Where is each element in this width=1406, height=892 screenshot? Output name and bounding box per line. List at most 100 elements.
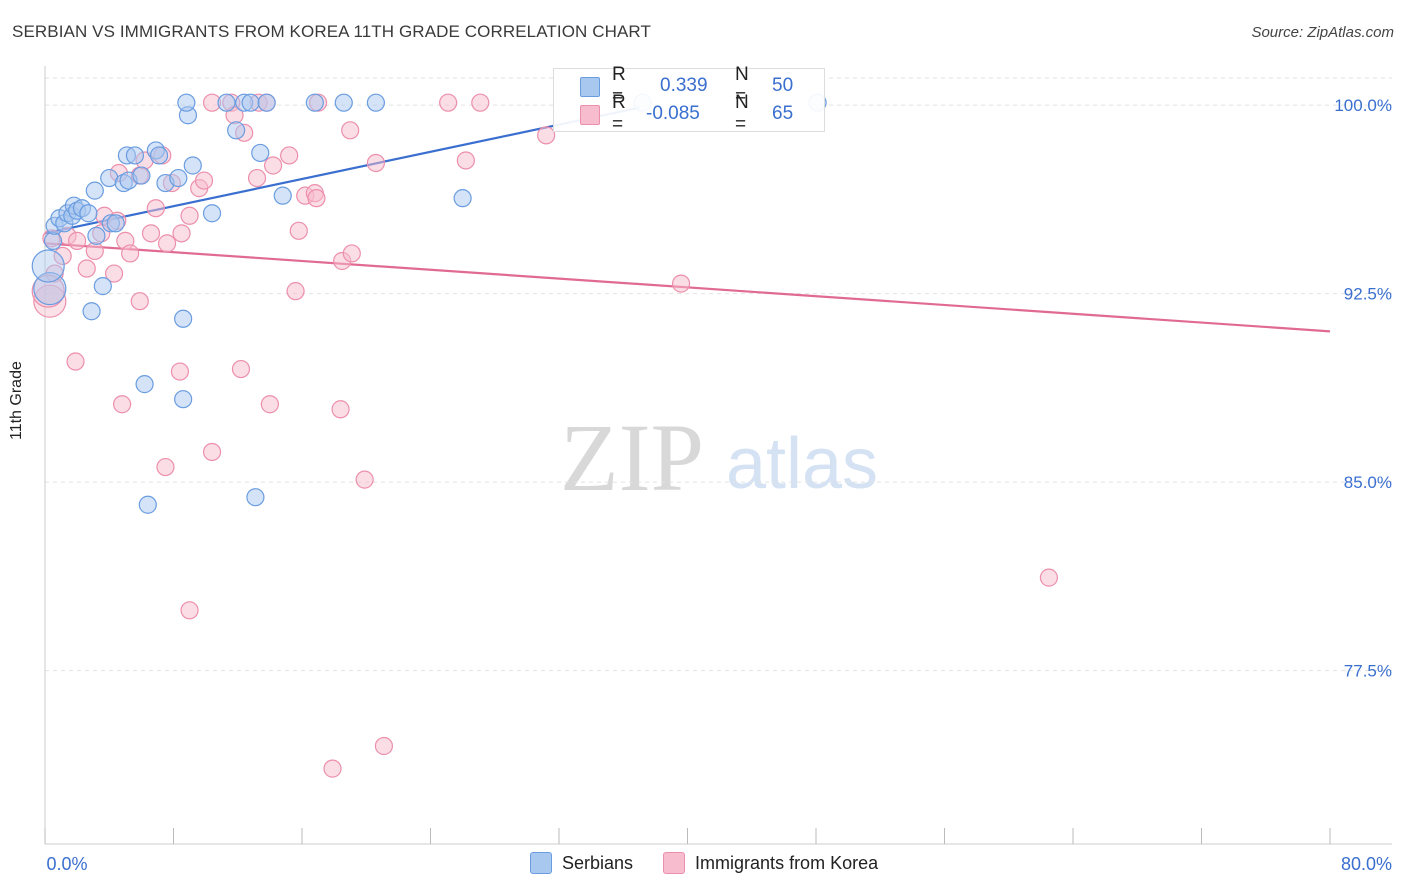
korea-point: [194, 171, 214, 190]
legend-swatch-blue: [580, 77, 600, 97]
korea-point: [170, 362, 190, 381]
korea-point: [202, 442, 222, 462]
legend-n-value: 65: [772, 103, 794, 124]
serbian-point: [85, 181, 104, 200]
korea-point: [307, 189, 326, 208]
serbian-point: [93, 277, 112, 296]
korea-point: [172, 224, 191, 243]
korea-point: [53, 246, 72, 266]
serbian-point: [132, 166, 151, 185]
legend-item-serbians[interactable]: Serbians: [530, 852, 633, 874]
legend-n-label: N =: [735, 64, 749, 107]
serbian-point: [31, 249, 65, 283]
korea-point: [77, 259, 96, 278]
korea-point: [31, 274, 65, 308]
serbian-point: [257, 93, 276, 112]
serbian-point: [227, 121, 246, 140]
korea-point: [231, 359, 251, 379]
serbian-point: [149, 146, 169, 165]
korea-point: [85, 241, 104, 261]
legend-n-value: 50: [772, 75, 794, 96]
korea-point: [537, 126, 556, 145]
legend-swatch-pink: [580, 105, 600, 125]
serbian-point: [169, 168, 188, 188]
legend-r-label: R =: [612, 92, 626, 135]
serbian-point: [125, 146, 145, 165]
korea-point: [180, 601, 199, 620]
korea-point: [68, 231, 87, 250]
serbian-point: [251, 143, 270, 163]
korea-point: [247, 168, 267, 188]
serbian-point: [177, 93, 196, 112]
serbian-point: [174, 390, 193, 409]
y-tick-label: 100.0%: [1334, 96, 1392, 115]
korea-point: [33, 284, 67, 318]
watermark-zip: ZIP: [560, 404, 704, 511]
serbian-point: [246, 488, 265, 507]
serbian-point: [87, 226, 106, 245]
legend-r-value: 0.339: [660, 75, 708, 96]
legend-n-label: N =: [735, 92, 749, 135]
x-tick-label: 0.0%: [46, 854, 87, 874]
serbian-point: [334, 93, 353, 112]
serbian-point: [305, 93, 324, 112]
korea-label: Immigrants from Korea: [695, 852, 879, 873]
series-legend: Serbians Immigrants from Korea: [530, 852, 908, 874]
y-tick-label: 77.5%: [1344, 662, 1392, 681]
korea-point: [341, 121, 360, 140]
serbian-point: [217, 93, 236, 112]
korea-point: [263, 156, 283, 175]
korea-point: [355, 470, 374, 489]
korea-point: [146, 199, 165, 218]
legend-item-korea[interactable]: Immigrants from Korea: [663, 852, 878, 874]
y-tick-label: 92.5%: [1344, 285, 1392, 304]
korea-point: [156, 457, 175, 477]
korea-point: [366, 153, 385, 173]
korea-point: [130, 292, 149, 311]
korea-swatch: [663, 852, 686, 874]
serbian-point: [79, 204, 98, 223]
korea-point: [141, 224, 161, 243]
korea-point: [1039, 568, 1059, 587]
watermark-atlas: atlas: [726, 424, 878, 504]
legend-r-label: R =: [612, 64, 626, 107]
serbian-point: [106, 214, 125, 233]
serbian-point: [135, 375, 154, 394]
serbian-point: [138, 495, 157, 514]
serbian-point: [273, 186, 292, 205]
serbians-swatch: [530, 852, 552, 874]
korea-point: [331, 400, 350, 419]
korea-point: [439, 93, 458, 112]
korea-point: [104, 264, 124, 283]
chart-title: SERBIAN VS IMMIGRANTS FROM KOREA 11TH GR…: [12, 22, 651, 41]
y-tick-label: 85.0%: [1344, 473, 1392, 492]
korea-point: [180, 206, 199, 225]
correlation-legend: R = 0.339 N = 50 R = -0.085 N = 65: [553, 64, 825, 135]
y-axis-label: 11th Grade: [8, 361, 25, 440]
serbian-point: [366, 93, 385, 112]
serbian-point: [183, 156, 202, 175]
korea-point: [471, 93, 490, 112]
serbian-point: [202, 204, 222, 223]
korea-point: [323, 759, 342, 778]
korea-point: [374, 736, 394, 756]
source-label: Source: ZipAtlas.com: [1251, 24, 1394, 41]
serbian-point: [43, 231, 63, 250]
korea-point: [66, 352, 85, 371]
korea-point: [286, 282, 305, 301]
korea-point: [112, 395, 132, 414]
korea-point: [289, 221, 308, 240]
korea-point: [260, 395, 279, 414]
serbian-point: [82, 302, 101, 321]
korea-point: [342, 244, 361, 263]
serbians-label: Serbians: [562, 852, 634, 873]
korea-point: [671, 274, 691, 293]
korea-point: [456, 151, 475, 170]
korea-point: [280, 146, 299, 165]
serbian-point: [241, 93, 260, 112]
legend-r-value: -0.085: [646, 103, 700, 124]
serbian-point: [174, 309, 193, 328]
korea-point: [157, 234, 177, 253]
x-tick-label: 80.0%: [1341, 854, 1392, 874]
